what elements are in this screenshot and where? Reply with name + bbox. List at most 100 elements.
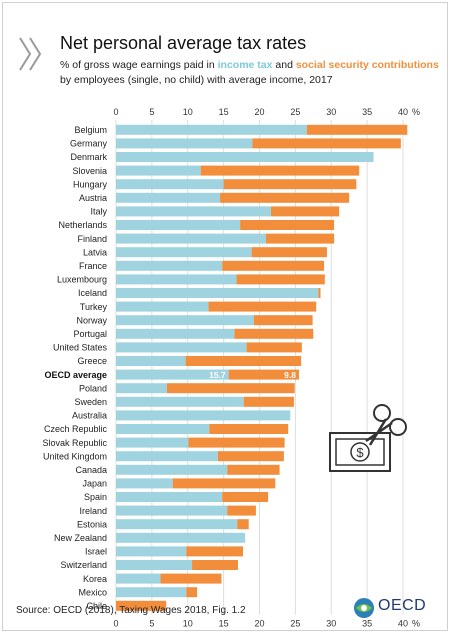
bar-social-security [223, 179, 357, 190]
bar-social-security [227, 464, 280, 475]
bar-income-tax [116, 356, 186, 366]
oecd-globe-icon [354, 598, 374, 618]
bar-social-security [306, 124, 408, 135]
bar-social-security [318, 288, 321, 298]
bar-income-tax [116, 560, 193, 570]
x-tick-label: 35 [362, 619, 372, 629]
x-tick-label: 40 [398, 107, 408, 117]
subtitle-rest: by employees (single, no child) with ave… [60, 74, 333, 86]
category-label: Luxembourg [57, 275, 107, 285]
category-label: Slovak Republic [42, 438, 107, 448]
category-label: Iceland [78, 288, 107, 298]
bar-social-security [222, 492, 269, 502]
data-label-income-tax: 15.7 [209, 370, 226, 380]
bar-income-tax [116, 233, 266, 244]
bar-income-tax [116, 437, 189, 448]
bar-income-tax [116, 247, 252, 258]
bar-social-security [172, 478, 276, 489]
category-label: Spain [84, 492, 107, 502]
bar-social-security [220, 192, 350, 203]
bar-income-tax [116, 342, 247, 353]
bar-income-tax [116, 369, 229, 380]
x-tick-label: 10 [183, 107, 193, 117]
bar-social-security [243, 396, 294, 407]
bar-income-tax [116, 383, 167, 394]
x-tick-label: 5 [149, 619, 154, 629]
bar-income-tax [116, 165, 201, 176]
bar-social-security [240, 220, 335, 230]
x-tick-label: 20 [254, 619, 264, 629]
category-label: Portugal [73, 329, 107, 339]
bar-income-tax [116, 492, 223, 502]
bar-social-security [253, 315, 313, 326]
svg-text:$: $ [356, 445, 364, 460]
category-label: Netherlands [58, 220, 107, 230]
x-tick-label: 30 [326, 107, 336, 117]
chevron-double-icon [19, 37, 42, 71]
category-label: Estonia [77, 519, 107, 529]
x-tick-label: 30 [326, 619, 336, 629]
category-label: Mexico [78, 587, 107, 597]
bar-social-security [186, 546, 243, 557]
bar-income-tax [116, 288, 319, 298]
category-label: Italy [90, 207, 107, 217]
bar-income-tax [116, 315, 254, 326]
category-label: Poland [79, 383, 107, 393]
bar-social-security [252, 138, 401, 149]
category-label: Australia [72, 411, 107, 421]
bar-income-tax [116, 206, 271, 217]
x-tick-label: 25 [290, 107, 300, 117]
category-label: Germany [70, 139, 108, 149]
x-tick-label: 0 [113, 619, 118, 629]
category-label: Turkey [80, 302, 108, 312]
bar-social-security [270, 206, 340, 217]
scissors-banknote-icon: $ [329, 404, 407, 472]
source-note: Source: OECD (2018), Taxing Wages 2018, … [16, 605, 246, 616]
category-label: Ireland [79, 506, 107, 516]
bar-income-tax [116, 587, 187, 598]
category-label: Finland [77, 234, 107, 244]
bar-income-tax [116, 546, 187, 557]
bar-social-security [222, 260, 325, 271]
category-label: Norway [76, 315, 107, 325]
bar-social-security [237, 519, 249, 530]
category-label: Latvia [83, 247, 107, 257]
bar-social-security [236, 274, 325, 285]
bar-income-tax [116, 573, 161, 584]
x-tick-unit: % [412, 619, 420, 629]
category-label: Slovenia [72, 166, 107, 176]
x-tick-label: 0 [113, 107, 118, 117]
category-label: Hungary [73, 179, 108, 189]
category-label: Japan [82, 479, 107, 489]
x-tick-label: 10 [183, 619, 193, 629]
x-tick-label: 5 [149, 107, 154, 117]
data-label-social-security: 9.8 [284, 370, 296, 380]
bar-social-security [209, 424, 289, 434]
category-label: Chile [86, 601, 107, 611]
bar-income-tax [116, 138, 253, 149]
bar-income-tax [116, 328, 235, 339]
legend-income-tax: income tax [217, 59, 273, 71]
bar-income-tax [116, 396, 244, 407]
bar-income-tax [116, 532, 246, 543]
bar-social-security [188, 437, 285, 448]
bar-social-security [251, 247, 327, 258]
bar-social-security [186, 587, 198, 598]
category-label: France [79, 261, 107, 271]
category-label: United States [53, 343, 108, 353]
oecd-logo-text: OECD [378, 597, 427, 614]
bar-social-security [208, 301, 317, 312]
bar-income-tax [116, 152, 374, 162]
bar-social-security [160, 573, 222, 584]
bar-social-security [228, 369, 299, 380]
legend-social-security: social security contributions [295, 59, 439, 71]
bar-income-tax [116, 179, 224, 190]
bar-social-security [192, 560, 238, 570]
bar-social-security [265, 233, 335, 244]
category-label: Israel [85, 547, 107, 557]
bar-social-security [185, 356, 302, 366]
bar-social-security [234, 328, 314, 339]
bar-income-tax [116, 410, 291, 421]
bar-income-tax [116, 478, 173, 489]
bar-income-tax [116, 220, 241, 230]
